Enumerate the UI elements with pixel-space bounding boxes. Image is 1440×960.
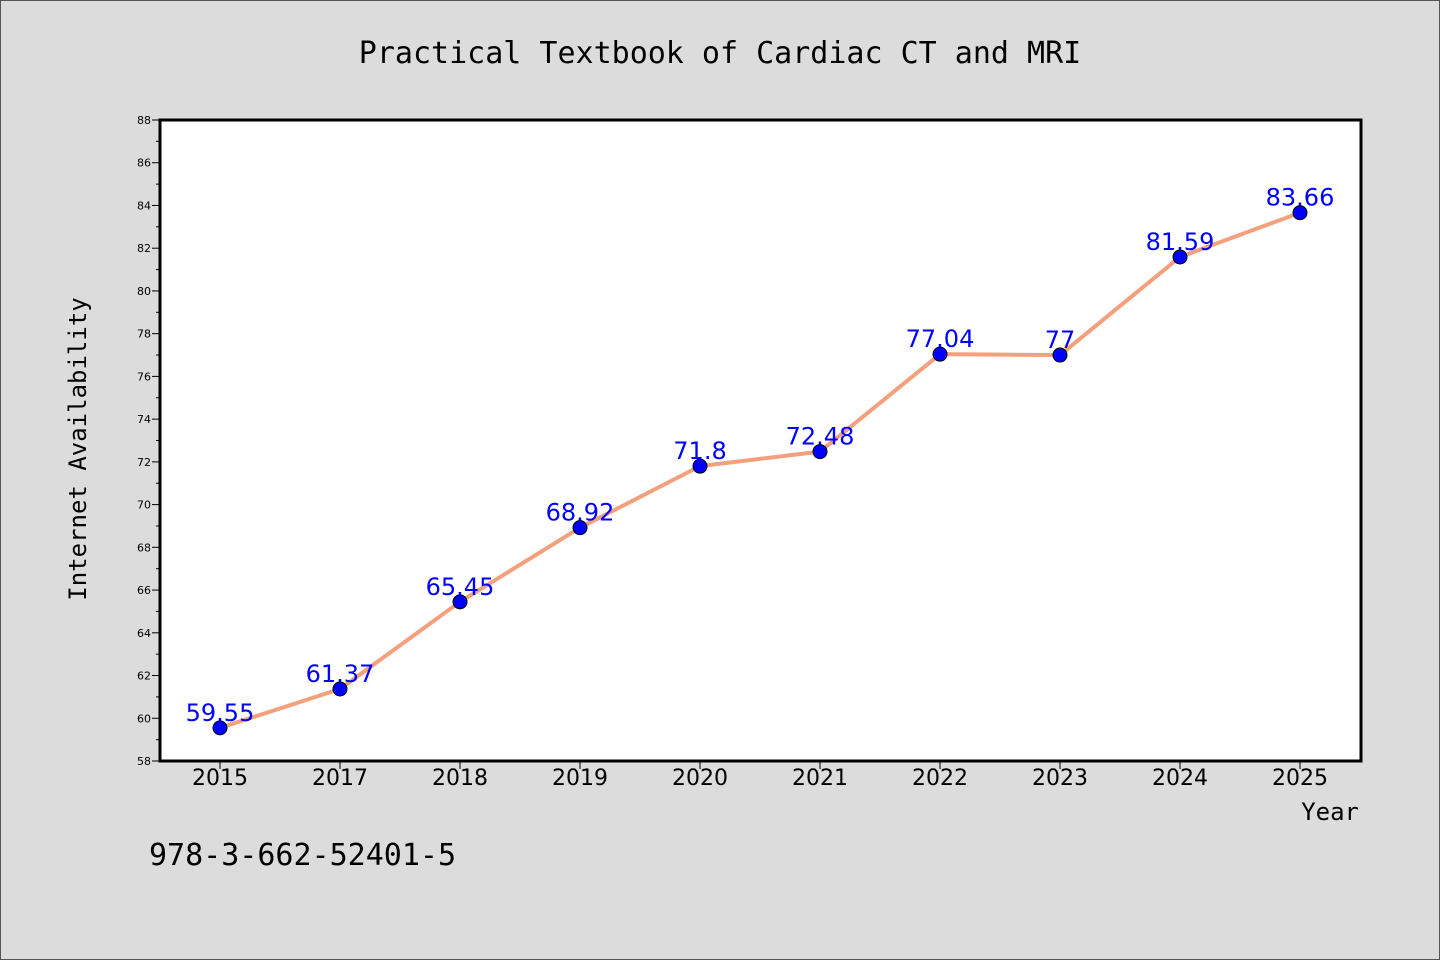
data-label: 59.55 [186,699,255,727]
data-label: 68.92 [546,499,615,527]
y-tick-label: 82 [137,242,151,255]
data-point [932,346,948,362]
x-tick-label: 2017 [312,766,368,791]
data-point [1292,205,1308,221]
data-point [692,458,708,474]
data-point [332,681,348,697]
data-labels-group: 59.55 61.37 65.45 68.92 71.8 72.48 77.04 77 81.5… [186,184,1335,727]
data-point [1172,249,1188,265]
data-label: 83.66 [1266,184,1335,212]
x-axis-ticks: 2015 2017 2018 2019 2020 2021 2022 2023 2024 2025 [192,761,1328,791]
y-tick-label: 80 [137,285,151,298]
x-tick-label: 2018 [432,766,488,791]
series-line-group [219,210,1301,730]
x-tick-label: 2025 [1272,766,1328,791]
y-tick-label: 78 [137,328,151,341]
data-point [572,520,588,536]
x-tick-label: 2022 [912,766,968,791]
data-label: 77.04 [906,325,975,353]
y-axis-ticks: 58 60 62 64 66 68 70 72 74 76 78 80 82 84 86 88 [137,114,160,768]
data-point [812,444,828,460]
x-tick-label: 2024 [1152,766,1208,791]
y-tick-label: 64 [137,627,151,640]
x-tick-label: 2021 [792,766,848,791]
y-tick-label: 58 [137,755,151,768]
plot-area [158,118,1363,763]
data-point [1052,347,1068,363]
y-tick-label: 72 [137,456,151,469]
y-tick-label: 86 [137,157,151,170]
y-tick-label: 74 [137,413,151,426]
isbn-text: 978-3-662-52401-5 [149,838,456,873]
y-tick-label: 60 [137,712,151,725]
data-label: 61.37 [306,660,375,688]
y-tick-label: 88 [137,114,151,127]
data-point [452,594,468,610]
y-tick-label: 84 [137,199,151,212]
chart-title: Practical Textbook of Cardiac CT and MRI [359,36,1081,71]
data-label: 65.45 [426,573,495,601]
y-tick-label: 62 [137,670,151,683]
data-label: 71.8 [673,437,726,465]
y-tick-label: 68 [137,541,151,554]
series-line [219,210,1301,730]
data-label: 81.59 [1146,228,1215,256]
data-point [212,720,228,736]
x-tick-label: 2019 [552,766,608,791]
x-tick-label: 2015 [192,766,248,791]
y-tick-label: 70 [137,499,151,512]
x-axis-label: Year [1301,798,1359,826]
data-label: 77 [1045,326,1076,354]
x-tick-label: 2023 [1032,766,1088,791]
y-tick-label: 66 [137,584,151,597]
data-label: 72.48 [786,423,855,451]
x-tick-label: 2020 [672,766,728,791]
y-tick-label: 76 [137,370,151,383]
y-axis-label: Internet Availability [64,297,92,600]
data-points-group [212,205,1308,736]
